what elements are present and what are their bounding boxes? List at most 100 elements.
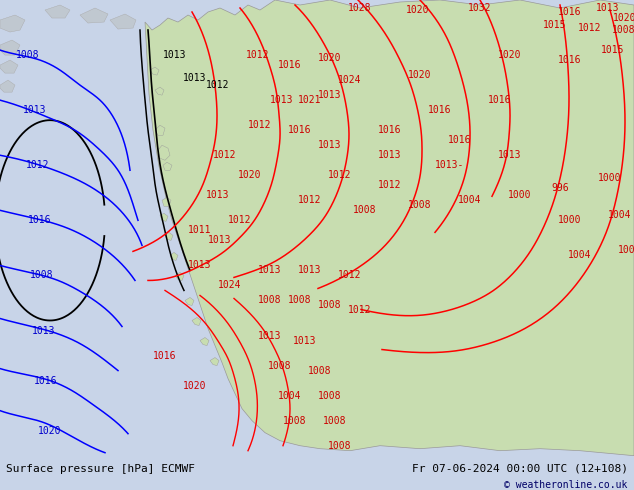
Text: 1012: 1012	[298, 196, 321, 205]
Text: 1013: 1013	[188, 260, 212, 270]
Polygon shape	[158, 145, 170, 160]
Text: 1016: 1016	[29, 215, 52, 225]
Polygon shape	[170, 252, 178, 260]
Text: 996: 996	[551, 183, 569, 193]
Text: 1000: 1000	[508, 190, 532, 200]
Polygon shape	[210, 358, 219, 366]
Text: 1013: 1013	[318, 90, 342, 100]
Text: 1016: 1016	[559, 7, 582, 17]
Text: Surface pressure [hPa] ECMWF: Surface pressure [hPa] ECMWF	[6, 464, 195, 474]
Text: 1013: 1013	[270, 95, 294, 105]
Polygon shape	[155, 125, 165, 135]
Text: 1000: 1000	[598, 173, 622, 183]
Text: 1013: 1013	[32, 325, 56, 336]
Polygon shape	[165, 232, 173, 241]
Polygon shape	[0, 60, 18, 73]
Polygon shape	[192, 318, 201, 325]
Polygon shape	[200, 338, 209, 345]
Text: 1020: 1020	[498, 50, 522, 60]
Text: 1013: 1013	[298, 266, 321, 275]
Text: 1008: 1008	[328, 441, 352, 451]
Polygon shape	[175, 272, 184, 280]
Text: 1008: 1008	[268, 361, 292, 370]
Text: 1012: 1012	[578, 23, 602, 33]
Text: 1012: 1012	[206, 80, 230, 90]
Text: 1024: 1024	[339, 75, 362, 85]
Polygon shape	[163, 162, 172, 170]
Text: 1016: 1016	[153, 350, 177, 361]
Text: 1016: 1016	[448, 135, 472, 145]
Text: 1013: 1013	[183, 73, 207, 83]
Text: 1028: 1028	[348, 3, 372, 13]
Text: 1008: 1008	[318, 300, 342, 311]
Text: 1012: 1012	[26, 160, 49, 170]
Polygon shape	[0, 15, 25, 32]
Polygon shape	[150, 67, 159, 75]
Text: 1020: 1020	[406, 5, 430, 15]
Text: 1004: 1004	[278, 391, 302, 401]
Text: 1000: 1000	[559, 215, 582, 225]
Polygon shape	[162, 197, 171, 206]
Text: 1012: 1012	[213, 150, 236, 160]
Text: 1024: 1024	[218, 280, 242, 291]
Text: Fr 07-06-2024 00:00 UTC (12+108): Fr 07-06-2024 00:00 UTC (12+108)	[411, 464, 628, 474]
Text: 1015: 1015	[543, 20, 567, 30]
Text: 1016: 1016	[428, 105, 452, 115]
Text: 1016: 1016	[378, 125, 402, 135]
Text: 1016: 1016	[34, 375, 58, 386]
Text: 1013: 1013	[498, 150, 522, 160]
Text: 1008: 1008	[318, 391, 342, 401]
Text: 1013-: 1013-	[436, 160, 465, 170]
Text: 1013: 1013	[318, 140, 342, 150]
Text: 1020: 1020	[183, 381, 207, 391]
Polygon shape	[155, 87, 164, 95]
Text: 1008: 1008	[353, 205, 377, 215]
Polygon shape	[160, 213, 168, 221]
Text: 1008: 1008	[408, 200, 432, 210]
Text: 1032: 1032	[469, 3, 492, 13]
Text: 1013: 1013	[596, 3, 620, 13]
Polygon shape	[185, 297, 194, 305]
Text: 1008: 1008	[16, 50, 40, 60]
Text: 1012: 1012	[246, 50, 269, 60]
Text: 1008: 1008	[283, 416, 307, 426]
Text: 1012: 1012	[378, 180, 402, 190]
Text: 1013: 1013	[294, 336, 317, 345]
Text: 1013: 1013	[258, 266, 281, 275]
Text: © weatheronline.co.uk: © weatheronline.co.uk	[504, 480, 628, 490]
Text: 1008: 1008	[612, 25, 634, 35]
Text: 1013: 1013	[23, 105, 47, 115]
Polygon shape	[80, 8, 108, 23]
Text: 1020: 1020	[318, 53, 342, 63]
Polygon shape	[0, 80, 15, 92]
Text: 1008: 1008	[323, 416, 347, 426]
Text: 1016: 1016	[288, 125, 312, 135]
Text: 1013: 1013	[206, 190, 230, 200]
Text: 1015: 1015	[601, 45, 624, 55]
Text: 1008: 1008	[288, 295, 312, 305]
Polygon shape	[110, 14, 136, 29]
Text: 1013: 1013	[163, 50, 187, 60]
Text: 1016: 1016	[488, 95, 512, 105]
Text: 1012: 1012	[328, 170, 352, 180]
Text: 1013: 1013	[258, 331, 281, 341]
Text: 1016: 1016	[559, 55, 582, 65]
Text: 1012: 1012	[339, 270, 362, 280]
Text: 1008: 1008	[258, 295, 281, 305]
Polygon shape	[145, 0, 634, 456]
Text: 1021: 1021	[298, 95, 321, 105]
Text: 1012: 1012	[348, 305, 372, 316]
Text: 1008: 1008	[618, 245, 634, 255]
Text: 1020: 1020	[613, 13, 634, 23]
Polygon shape	[0, 40, 20, 55]
Text: 1008: 1008	[308, 366, 332, 375]
Text: 1004: 1004	[568, 250, 592, 260]
Text: 1008: 1008	[30, 270, 54, 280]
Text: 1016: 1016	[278, 60, 302, 70]
Text: 1020: 1020	[38, 426, 61, 436]
Text: 1013: 1013	[208, 235, 232, 245]
Text: 1012: 1012	[228, 215, 252, 225]
Text: 1012: 1012	[249, 120, 272, 130]
Text: 1020: 1020	[238, 170, 262, 180]
Text: 1004: 1004	[608, 210, 631, 221]
